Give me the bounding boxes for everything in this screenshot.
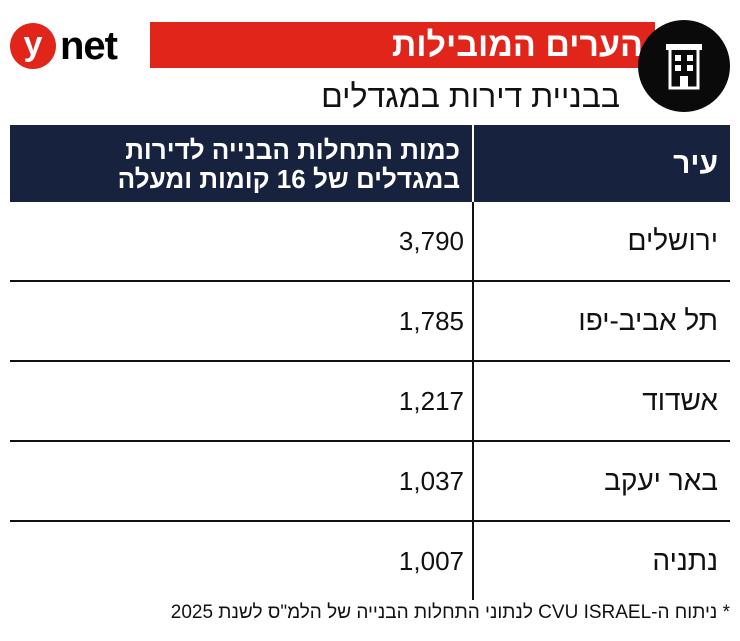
ynet-logo-net: net xyxy=(60,23,118,68)
table-row: נתניה 1,007 xyxy=(10,522,730,600)
data-table: עיר כמות התחלות הבנייה לדירות במגדלים של… xyxy=(10,125,730,600)
count-value: 1,007 xyxy=(398,545,464,576)
city-cell: באר יעקב xyxy=(472,442,730,520)
column-header-count: כמות התחלות הבנייה לדירות במגדלים של 16 … xyxy=(10,125,472,202)
ynet-logo-y: y xyxy=(10,23,56,69)
ynet-logo: y net xyxy=(10,22,138,70)
city-cell: ירושלים xyxy=(472,202,730,280)
count-value: 1,217 xyxy=(398,385,464,416)
count-value: 3,790 xyxy=(398,225,464,256)
count-cell: 1,785 xyxy=(10,282,472,360)
count-value: 1,785 xyxy=(398,305,464,336)
count-value: 1,037 xyxy=(398,465,464,496)
chart-title: הערים המובילות xyxy=(150,22,655,68)
count-cell: 1,037 xyxy=(10,442,472,520)
table-header: עיר כמות התחלות הבנייה לדירות במגדלים של… xyxy=(10,125,730,202)
city-cell: תל אביב-יפו xyxy=(472,282,730,360)
count-cell: 3,790 xyxy=(10,202,472,280)
count-cell: 1,217 xyxy=(10,362,472,440)
apartment-building-icon xyxy=(638,20,730,112)
column-header-count-line-1: כמות התחלות הבנייה לדירות xyxy=(125,135,460,165)
table-row: תל אביב-יפו 1,785 xyxy=(10,282,730,362)
table-row: אשדוד 1,217 xyxy=(10,362,730,442)
table-body: ירושלים 3,790 תל אביב-יפו 1,785 אשדוד 1,217 בא… xyxy=(10,202,730,600)
chart-subtitle: בבניית דירות במגדלים xyxy=(321,78,620,114)
column-header-city: עיר xyxy=(472,125,730,202)
source-footnote: * ניתוח ה-CVU ISRAEL לנתוני התחלות הבניי… xyxy=(170,602,730,623)
count-cell: 1,007 xyxy=(10,522,472,600)
column-header-count-line-2: במגדלים של 16 קומות ומעלה xyxy=(117,164,460,194)
city-cell: אשדוד xyxy=(472,362,730,440)
table-row: ירושלים 3,790 xyxy=(10,202,730,282)
building-glyph xyxy=(666,44,702,90)
table-row: באר יעקב 1,037 xyxy=(10,442,730,522)
city-cell: נתניה xyxy=(472,522,730,600)
